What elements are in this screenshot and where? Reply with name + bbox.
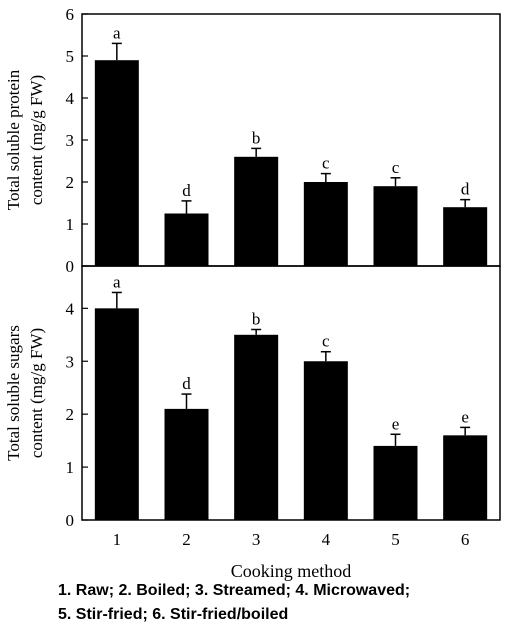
sugars-ylabel-line-1: Total soluble sugars (4, 325, 23, 461)
sugars-xtick-label-6: 6 (461, 530, 470, 549)
sugars-xtick-label-1: 1 (113, 530, 122, 549)
sugars-xtick-label-4: 4 (322, 530, 331, 549)
protein-ytick-label: 3 (66, 131, 75, 150)
sugars-xtick-label-5: 5 (391, 530, 400, 549)
caption-line-1: 1. Raw; 2. Boiled; 3. Streamed; 4. Micro… (58, 582, 411, 599)
protein-ytick-label: 0 (66, 257, 75, 276)
sugars-bar-4 (303, 361, 348, 520)
sugars-significance-label-3: b (252, 310, 261, 329)
protein-bar-4 (303, 182, 348, 266)
sugars-ytick-label: 3 (66, 352, 75, 371)
sugars-significance-label-2: d (182, 374, 191, 393)
protein-bar-5 (373, 186, 418, 266)
sugars-xtick-label-2: 2 (182, 530, 191, 549)
protein-ytick-label: 1 (66, 215, 75, 234)
sugars-axes-frame (81, 265, 501, 521)
protein-ytick-label: 4 (66, 89, 75, 108)
protein-ytick-label: 2 (66, 173, 75, 192)
sugars-ytick-label: 4 (66, 299, 75, 318)
sugars-bar-2 (164, 408, 209, 520)
protein-significance-label-6: d (461, 180, 470, 199)
sugars-ytick-label: 1 (66, 458, 75, 477)
protein-ylabel-line-2: content (mg/g FW) (27, 75, 46, 205)
sugars-significance-label-5: e (392, 414, 400, 433)
protein-bar-6 (443, 207, 488, 266)
sugars-xlabel: Cooking method (231, 561, 352, 581)
protein-ytick-label: 6 (66, 5, 75, 24)
sugars-ytick-label: 2 (66, 405, 75, 424)
protein-significance-label-5: c (392, 158, 400, 177)
sugars-significance-label-4: c (322, 332, 330, 351)
protein-bar-1 (94, 60, 139, 267)
protein-significance-label-1: a (113, 23, 121, 42)
protein-bar-3 (234, 156, 279, 266)
protein-significance-label-2: d (182, 181, 191, 200)
protein-bar-2 (164, 213, 209, 266)
sugars-panel: 0 1 2 3 4 Total soluble sugars content (mg/g F… (4, 265, 501, 581)
protein-ylabel-line-1: Total soluble protein (4, 69, 23, 210)
protein-axes-frame (81, 13, 501, 267)
sugars-ylabel-line-2: content (mg/g FW) (27, 328, 46, 458)
protein-panel: 0 1 2 3 4 5 6 Total soluble protein content (mg/… (4, 5, 501, 276)
sugars-ytick-label: 0 (66, 511, 75, 530)
sugars-significance-label-6: e (461, 407, 469, 426)
protein-significance-label-3: b (252, 128, 261, 147)
sugars-xtick-label-3: 3 (252, 530, 261, 549)
protein-significance-label-4: c (322, 154, 330, 173)
protein-ytick-label: 5 (66, 47, 75, 66)
sugars-bar-1 (94, 308, 139, 520)
caption-line-2: 5. Stir-fried; 6. Stir-fried/boiled (58, 606, 289, 623)
sugars-bar-5 (373, 445, 418, 520)
sugars-bar-6 (443, 435, 488, 520)
sugars-bar-3 (234, 334, 279, 520)
sugars-significance-label-1: a (113, 272, 121, 291)
